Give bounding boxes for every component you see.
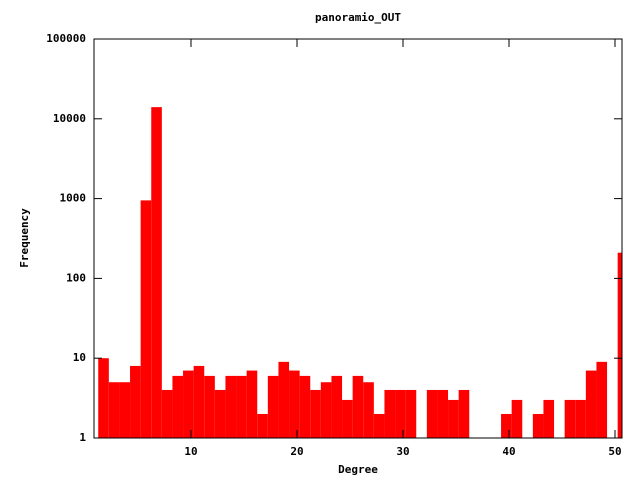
bar (458, 389, 470, 438)
bar (119, 382, 131, 438)
y-tick-label: 10 (73, 351, 86, 364)
y-tick-label: 100000 (46, 32, 86, 45)
bar (596, 361, 608, 438)
bar (532, 413, 544, 438)
plot-border (93, 38, 623, 439)
bar (278, 361, 290, 438)
bars (98, 107, 622, 438)
bar (363, 382, 374, 438)
bar (405, 389, 417, 438)
bar (384, 389, 396, 438)
bar (320, 382, 332, 438)
x-tick-label: 50 (608, 445, 621, 458)
bar (310, 389, 321, 438)
bar (395, 389, 406, 438)
y-tick-label: 100 (66, 271, 86, 284)
bar (98, 358, 109, 438)
bar (437, 389, 449, 438)
bar (246, 370, 258, 438)
bar (543, 399, 555, 438)
y-tick-label: 10000 (53, 112, 86, 125)
bar (352, 375, 364, 438)
y-tick-label: 1 (79, 431, 86, 444)
bar (289, 370, 300, 438)
bar (161, 389, 173, 438)
bar (151, 107, 162, 438)
y-axis-label: Frequency (18, 208, 31, 268)
bar (267, 375, 279, 438)
bar (108, 382, 120, 438)
bar (183, 370, 194, 438)
x-axis-label: Degree (338, 463, 378, 476)
bar (331, 375, 343, 438)
x-tick-label: 10 (184, 445, 197, 458)
x-tick-label: 30 (396, 445, 409, 458)
bar (373, 413, 385, 438)
bar (140, 200, 152, 438)
bar (448, 399, 459, 438)
y-tick-label: 1000 (60, 192, 87, 205)
bar (342, 399, 353, 438)
bar (236, 375, 247, 438)
bar (585, 370, 597, 438)
bar (575, 399, 586, 438)
x-tick-label: 20 (290, 445, 303, 458)
bar (257, 413, 268, 438)
bar (511, 399, 523, 438)
bar (214, 389, 226, 438)
bar (172, 375, 184, 438)
bar (617, 252, 622, 438)
bar (299, 375, 311, 438)
chart-title: panoramio_OUT (315, 11, 401, 24)
bar (204, 375, 215, 438)
bar (564, 399, 576, 438)
bar (193, 365, 205, 438)
bar (130, 365, 141, 438)
bar (225, 375, 237, 438)
x-tick-label: 40 (502, 445, 515, 458)
bar (426, 389, 438, 438)
bar (501, 413, 512, 438)
